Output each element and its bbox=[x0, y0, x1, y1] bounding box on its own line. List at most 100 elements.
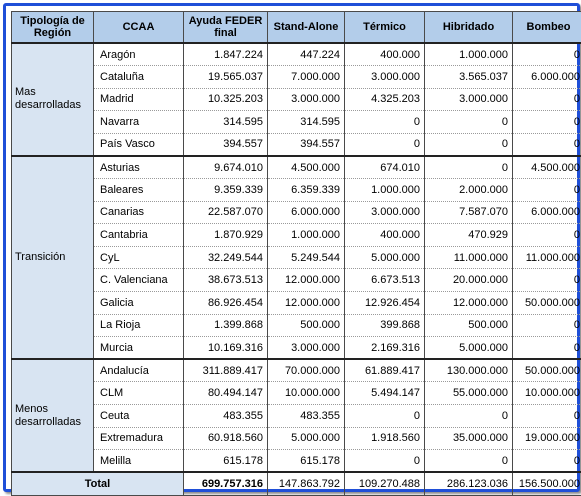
bombeo-cell: 0 bbox=[513, 43, 581, 66]
ayuda-cell: 60.918.560 bbox=[184, 427, 268, 450]
ccaa-cell: Asturias bbox=[94, 156, 184, 179]
hibridado-cell: 0 bbox=[425, 450, 513, 473]
termico-cell: 5.000.000 bbox=[345, 246, 425, 269]
ccaa-cell: La Rioja bbox=[94, 314, 184, 337]
standalone-cell: 12.000.000 bbox=[268, 292, 345, 315]
ccaa-cell: País Vasco bbox=[94, 133, 184, 156]
ccaa-cell: C. Valenciana bbox=[94, 269, 184, 292]
ayuda-cell: 615.178 bbox=[184, 450, 268, 473]
termico-cell: 0 bbox=[345, 133, 425, 156]
ayuda-cell: 1.399.868 bbox=[184, 314, 268, 337]
ccaa-cell: Baleares bbox=[94, 179, 184, 202]
ccaa-cell: Navarra bbox=[94, 111, 184, 134]
total-termico: 109.270.488 bbox=[345, 472, 425, 496]
bombeo-cell: 0 bbox=[513, 111, 581, 134]
feder-aid-table: Tipología de Región CCAA Ayuda FEDER fin… bbox=[11, 11, 581, 496]
ccaa-cell: Ceuta bbox=[94, 405, 184, 428]
hibridado-cell: 0 bbox=[425, 133, 513, 156]
hibridado-cell: 12.000.000 bbox=[425, 292, 513, 315]
standalone-cell: 314.595 bbox=[268, 111, 345, 134]
termico-cell: 6.673.513 bbox=[345, 269, 425, 292]
ccaa-cell: Andalucía bbox=[94, 359, 184, 382]
termico-cell: 3.000.000 bbox=[345, 201, 425, 224]
ayuda-cell: 311.889.417 bbox=[184, 359, 268, 382]
bombeo-cell: 0 bbox=[513, 269, 581, 292]
termico-cell: 0 bbox=[345, 450, 425, 473]
ccaa-cell: Cataluña bbox=[94, 66, 184, 89]
table-frame: Tipología de Región CCAA Ayuda FEDER fin… bbox=[3, 3, 580, 492]
hibridado-cell: 500.000 bbox=[425, 314, 513, 337]
termico-cell: 400.000 bbox=[345, 43, 425, 66]
bombeo-cell: 0 bbox=[513, 337, 581, 360]
hibridado-cell: 3.565.037 bbox=[425, 66, 513, 89]
standalone-cell: 3.000.000 bbox=[268, 337, 345, 360]
termico-cell: 12.926.454 bbox=[345, 292, 425, 315]
bombeo-cell: 11.000.000 bbox=[513, 246, 581, 269]
bombeo-cell: 0 bbox=[513, 224, 581, 247]
bombeo-cell: 0 bbox=[513, 314, 581, 337]
hibridado-cell: 130.000.000 bbox=[425, 359, 513, 382]
standalone-cell: 5.249.544 bbox=[268, 246, 345, 269]
bombeo-cell: 0 bbox=[513, 179, 581, 202]
ayuda-cell: 19.565.037 bbox=[184, 66, 268, 89]
ayuda-cell: 483.355 bbox=[184, 405, 268, 428]
bombeo-cell: 4.500.000 bbox=[513, 156, 581, 179]
bombeo-cell: 10.000.000 bbox=[513, 382, 581, 405]
total-standalone: 147.863.792 bbox=[268, 472, 345, 496]
ayuda-cell: 86.926.454 bbox=[184, 292, 268, 315]
hibridado-cell: 20.000.000 bbox=[425, 269, 513, 292]
ayuda-cell: 1.847.224 bbox=[184, 43, 268, 66]
ayuda-cell: 38.673.513 bbox=[184, 269, 268, 292]
hibridado-cell: 470.929 bbox=[425, 224, 513, 247]
ccaa-cell: CLM bbox=[94, 382, 184, 405]
table-container: Tipología de Región CCAA Ayuda FEDER fin… bbox=[11, 11, 572, 484]
ayuda-cell: 1.870.929 bbox=[184, 224, 268, 247]
ccaa-cell: Madrid bbox=[94, 88, 184, 111]
hibridado-cell: 5.000.000 bbox=[425, 337, 513, 360]
ccaa-cell: Extremadura bbox=[94, 427, 184, 450]
hibridado-cell: 0 bbox=[425, 156, 513, 179]
standalone-cell: 12.000.000 bbox=[268, 269, 345, 292]
bombeo-cell: 50.000.000 bbox=[513, 292, 581, 315]
bombeo-cell: 6.000.000 bbox=[513, 201, 581, 224]
hibridado-cell: 55.000.000 bbox=[425, 382, 513, 405]
standalone-cell: 615.178 bbox=[268, 450, 345, 473]
standalone-cell: 483.355 bbox=[268, 405, 345, 428]
ayuda-cell: 80.494.147 bbox=[184, 382, 268, 405]
bombeo-cell: 0 bbox=[513, 450, 581, 473]
region-cell: Transición bbox=[12, 156, 94, 359]
total-hibridado: 286.123.036 bbox=[425, 472, 513, 496]
hibridado-cell: 11.000.000 bbox=[425, 246, 513, 269]
ccaa-cell: Cantabria bbox=[94, 224, 184, 247]
termico-cell: 400.000 bbox=[345, 224, 425, 247]
ayuda-cell: 10.325.203 bbox=[184, 88, 268, 111]
total-ayuda: 699.757.316 bbox=[184, 472, 268, 496]
standalone-cell: 7.000.000 bbox=[268, 66, 345, 89]
header-region: Tipología de Región bbox=[12, 12, 94, 44]
header-hibridado: Hibridado bbox=[425, 12, 513, 44]
termico-cell: 4.325.203 bbox=[345, 88, 425, 111]
hibridado-cell: 35.000.000 bbox=[425, 427, 513, 450]
hibridado-cell: 7.587.070 bbox=[425, 201, 513, 224]
bombeo-cell: 0 bbox=[513, 405, 581, 428]
hibridado-cell: 2.000.000 bbox=[425, 179, 513, 202]
standalone-cell: 4.500.000 bbox=[268, 156, 345, 179]
termico-cell: 674.010 bbox=[345, 156, 425, 179]
ayuda-cell: 32.249.544 bbox=[184, 246, 268, 269]
termico-cell: 1.000.000 bbox=[345, 179, 425, 202]
region-cell: Menos desarrolladas bbox=[12, 359, 94, 472]
standalone-cell: 5.000.000 bbox=[268, 427, 345, 450]
